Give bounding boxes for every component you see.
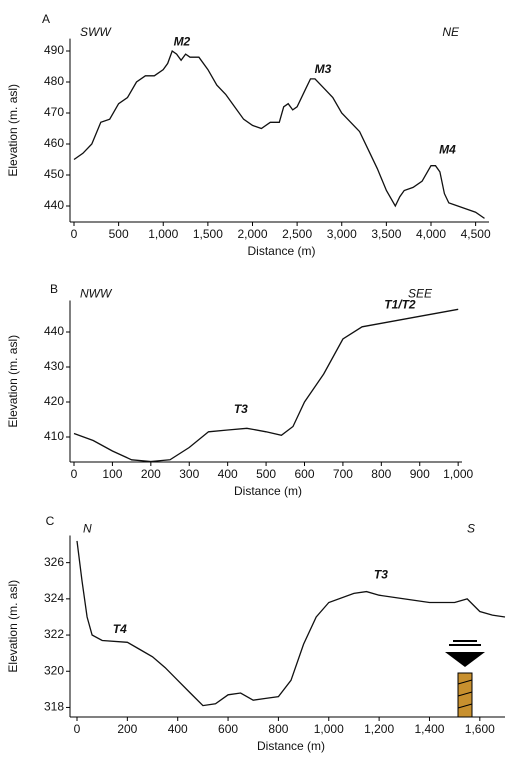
y-tick-label: 470: [44, 105, 64, 119]
panel-letter: B: [50, 282, 58, 296]
profile-line: [73, 308, 459, 463]
direction-left: N: [83, 522, 92, 536]
x-tick-label: 800: [268, 722, 288, 736]
y-tick-label: 440: [44, 198, 64, 212]
direction-left: NWW: [80, 287, 113, 301]
y-tick-label: 420: [44, 394, 64, 408]
y-tick-label: 490: [44, 43, 64, 57]
y-tick-label: 318: [44, 700, 64, 714]
y-axis-title: Elevation (m. asl): [6, 580, 20, 673]
x-tick-label: 600: [294, 467, 314, 481]
x-tick-label: 1,000: [148, 227, 178, 241]
profile-line: [76, 540, 506, 707]
x-axis-title: Distance (m): [234, 484, 302, 498]
terrace-label: M4: [439, 142, 456, 156]
y-tick-label: 480: [44, 74, 64, 88]
x-tick-label: 1,400: [414, 722, 444, 736]
panel-letter: C: [46, 514, 55, 528]
y-tick-label: 322: [44, 627, 64, 641]
terrace-label: M2: [174, 34, 191, 48]
x-tick-label: 200: [117, 722, 137, 736]
x-tick-label: 4,000: [416, 227, 446, 241]
y-tick-label: 430: [44, 359, 64, 373]
terrace-label: T3: [374, 567, 388, 581]
x-tick-label: 0: [71, 227, 78, 241]
y-tick-label: 324: [44, 591, 64, 605]
x-tick-label: 500: [256, 467, 276, 481]
x-tick-label: 2,000: [237, 227, 267, 241]
x-tick-label: 100: [102, 467, 122, 481]
x-tick-label: 200: [141, 467, 161, 481]
direction-right: NE: [442, 25, 460, 39]
terrace-label: T4: [113, 622, 127, 636]
profile-line: [73, 49, 485, 219]
terrace-label: T1/T2: [384, 298, 416, 312]
x-tick-label: 2,500: [282, 227, 312, 241]
x-tick-label: 900: [410, 467, 430, 481]
y-tick-label: 440: [44, 324, 64, 338]
terrace-label: M3: [315, 62, 332, 76]
direction-left: SWW: [80, 25, 112, 39]
x-tick-label: 0: [71, 467, 78, 481]
well-icon: [445, 640, 485, 718]
x-axis-title: Distance (m): [257, 739, 325, 753]
x-tick-label: 4,500: [461, 227, 491, 241]
x-tick-label: 1,000: [314, 722, 344, 736]
x-tick-label: 3,000: [327, 227, 357, 241]
y-tick-label: 410: [44, 429, 64, 443]
x-tick-label: 1,600: [465, 722, 495, 736]
direction-right: SEE: [408, 287, 433, 301]
x-axis-title: Distance (m): [247, 244, 315, 258]
x-tick-label: 400: [218, 467, 238, 481]
panel-letter: A: [42, 12, 50, 26]
x-tick-label: 400: [168, 722, 188, 736]
x-tick-label: 1,200: [364, 722, 394, 736]
y-tick-label: 326: [44, 555, 64, 569]
x-tick-label: 0: [74, 722, 81, 736]
y-axis-title: Elevation (m. asl): [6, 335, 20, 428]
x-tick-label: 300: [179, 467, 199, 481]
direction-right: S: [467, 522, 475, 536]
y-tick-label: 450: [44, 167, 64, 181]
x-tick-label: 1,500: [193, 227, 223, 241]
x-tick-label: 500: [109, 227, 129, 241]
x-tick-label: 800: [371, 467, 391, 481]
x-tick-label: 3,500: [371, 227, 401, 241]
terrace-label: T3: [234, 402, 248, 416]
y-axis-title: Elevation (m. asl): [6, 84, 20, 177]
x-tick-label: 600: [218, 722, 238, 736]
x-tick-label: 700: [333, 467, 353, 481]
y-tick-label: 320: [44, 663, 64, 677]
y-tick-label: 460: [44, 136, 64, 150]
x-tick-label: 1,000: [443, 467, 473, 481]
